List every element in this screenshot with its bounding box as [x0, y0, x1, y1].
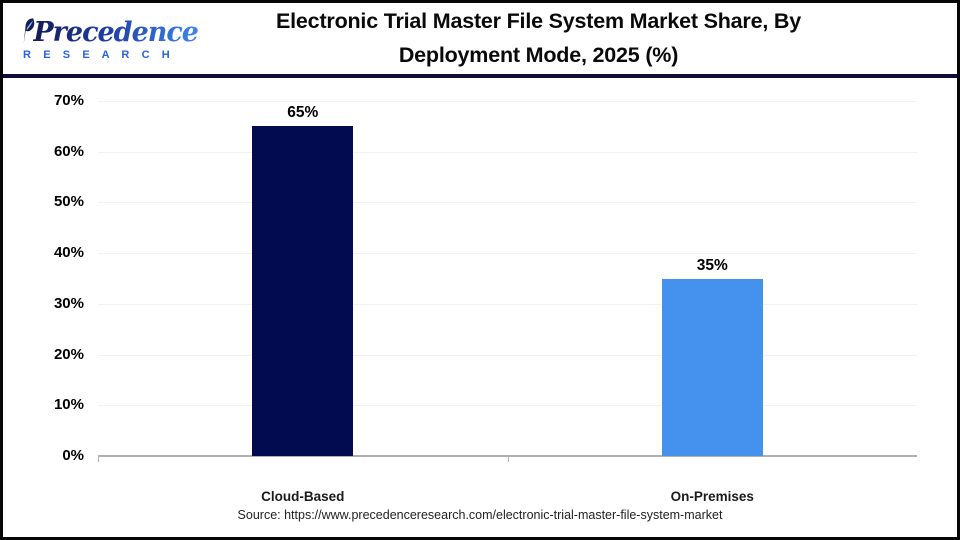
bar-on-premises: [661, 278, 763, 456]
category-label-1: On-Premises: [670, 489, 754, 504]
gridline-10: [98, 405, 917, 407]
category-label-0: Cloud-Based: [261, 489, 345, 504]
x-axis-tick-1: [507, 456, 509, 462]
gridline-20: [98, 354, 917, 356]
chart-region: 0% 10% 20% 30% 40% 50% 60% 70% 65% Cloud-Based 35%…: [3, 78, 957, 533]
y-axis-label-40: 40%: [53, 244, 84, 262]
x-axis-tick-0: [98, 456, 99, 462]
plot-area: 0% 10% 20% 30% 40% 50% 60% 70% 65% Cloud-Based 35%…: [54, 92, 917, 504]
logo-subtitle: R E S E A R C H: [23, 49, 175, 61]
title-line-2: Deployment Mode, 2025 (%): [398, 42, 679, 67]
y-axis-label-0: 0%: [62, 447, 84, 464]
bar-value-label-1: 35%: [696, 256, 728, 274]
gridline-70: [98, 101, 917, 102]
y-axis-label-20: 20%: [53, 345, 84, 363]
y-axis-label-10: 10%: [53, 396, 84, 414]
gridline-40: [98, 253, 917, 255]
precedence-logo: Precedence R E S E A R C H: [3, 16, 199, 61]
chart-title: Electronic Trial Master File System Mark…: [198, 5, 879, 72]
bar-value-label-0: 65%: [287, 104, 319, 122]
y-axis-label-50: 50%: [53, 193, 84, 211]
y-axis-label-30: 30%: [53, 294, 84, 312]
leaf-icon: [23, 18, 35, 44]
gridline-50: [98, 202, 917, 204]
header: Precedence R E S E A R C H Electronic Tr…: [3, 3, 957, 78]
gridline-60: [98, 151, 917, 153]
gridline-30: [98, 303, 917, 305]
source-citation: Source: https://www.precedenceresearch.c…: [237, 508, 723, 522]
y-axis-label-60: 60%: [53, 142, 84, 160]
y-axis-label-70: 70%: [53, 92, 84, 109]
logo-wordmark: Precedence: [33, 17, 199, 48]
bar-cloud-based: [252, 126, 354, 456]
title-line-1: Electronic Trial Master File System Mark…: [276, 9, 801, 34]
